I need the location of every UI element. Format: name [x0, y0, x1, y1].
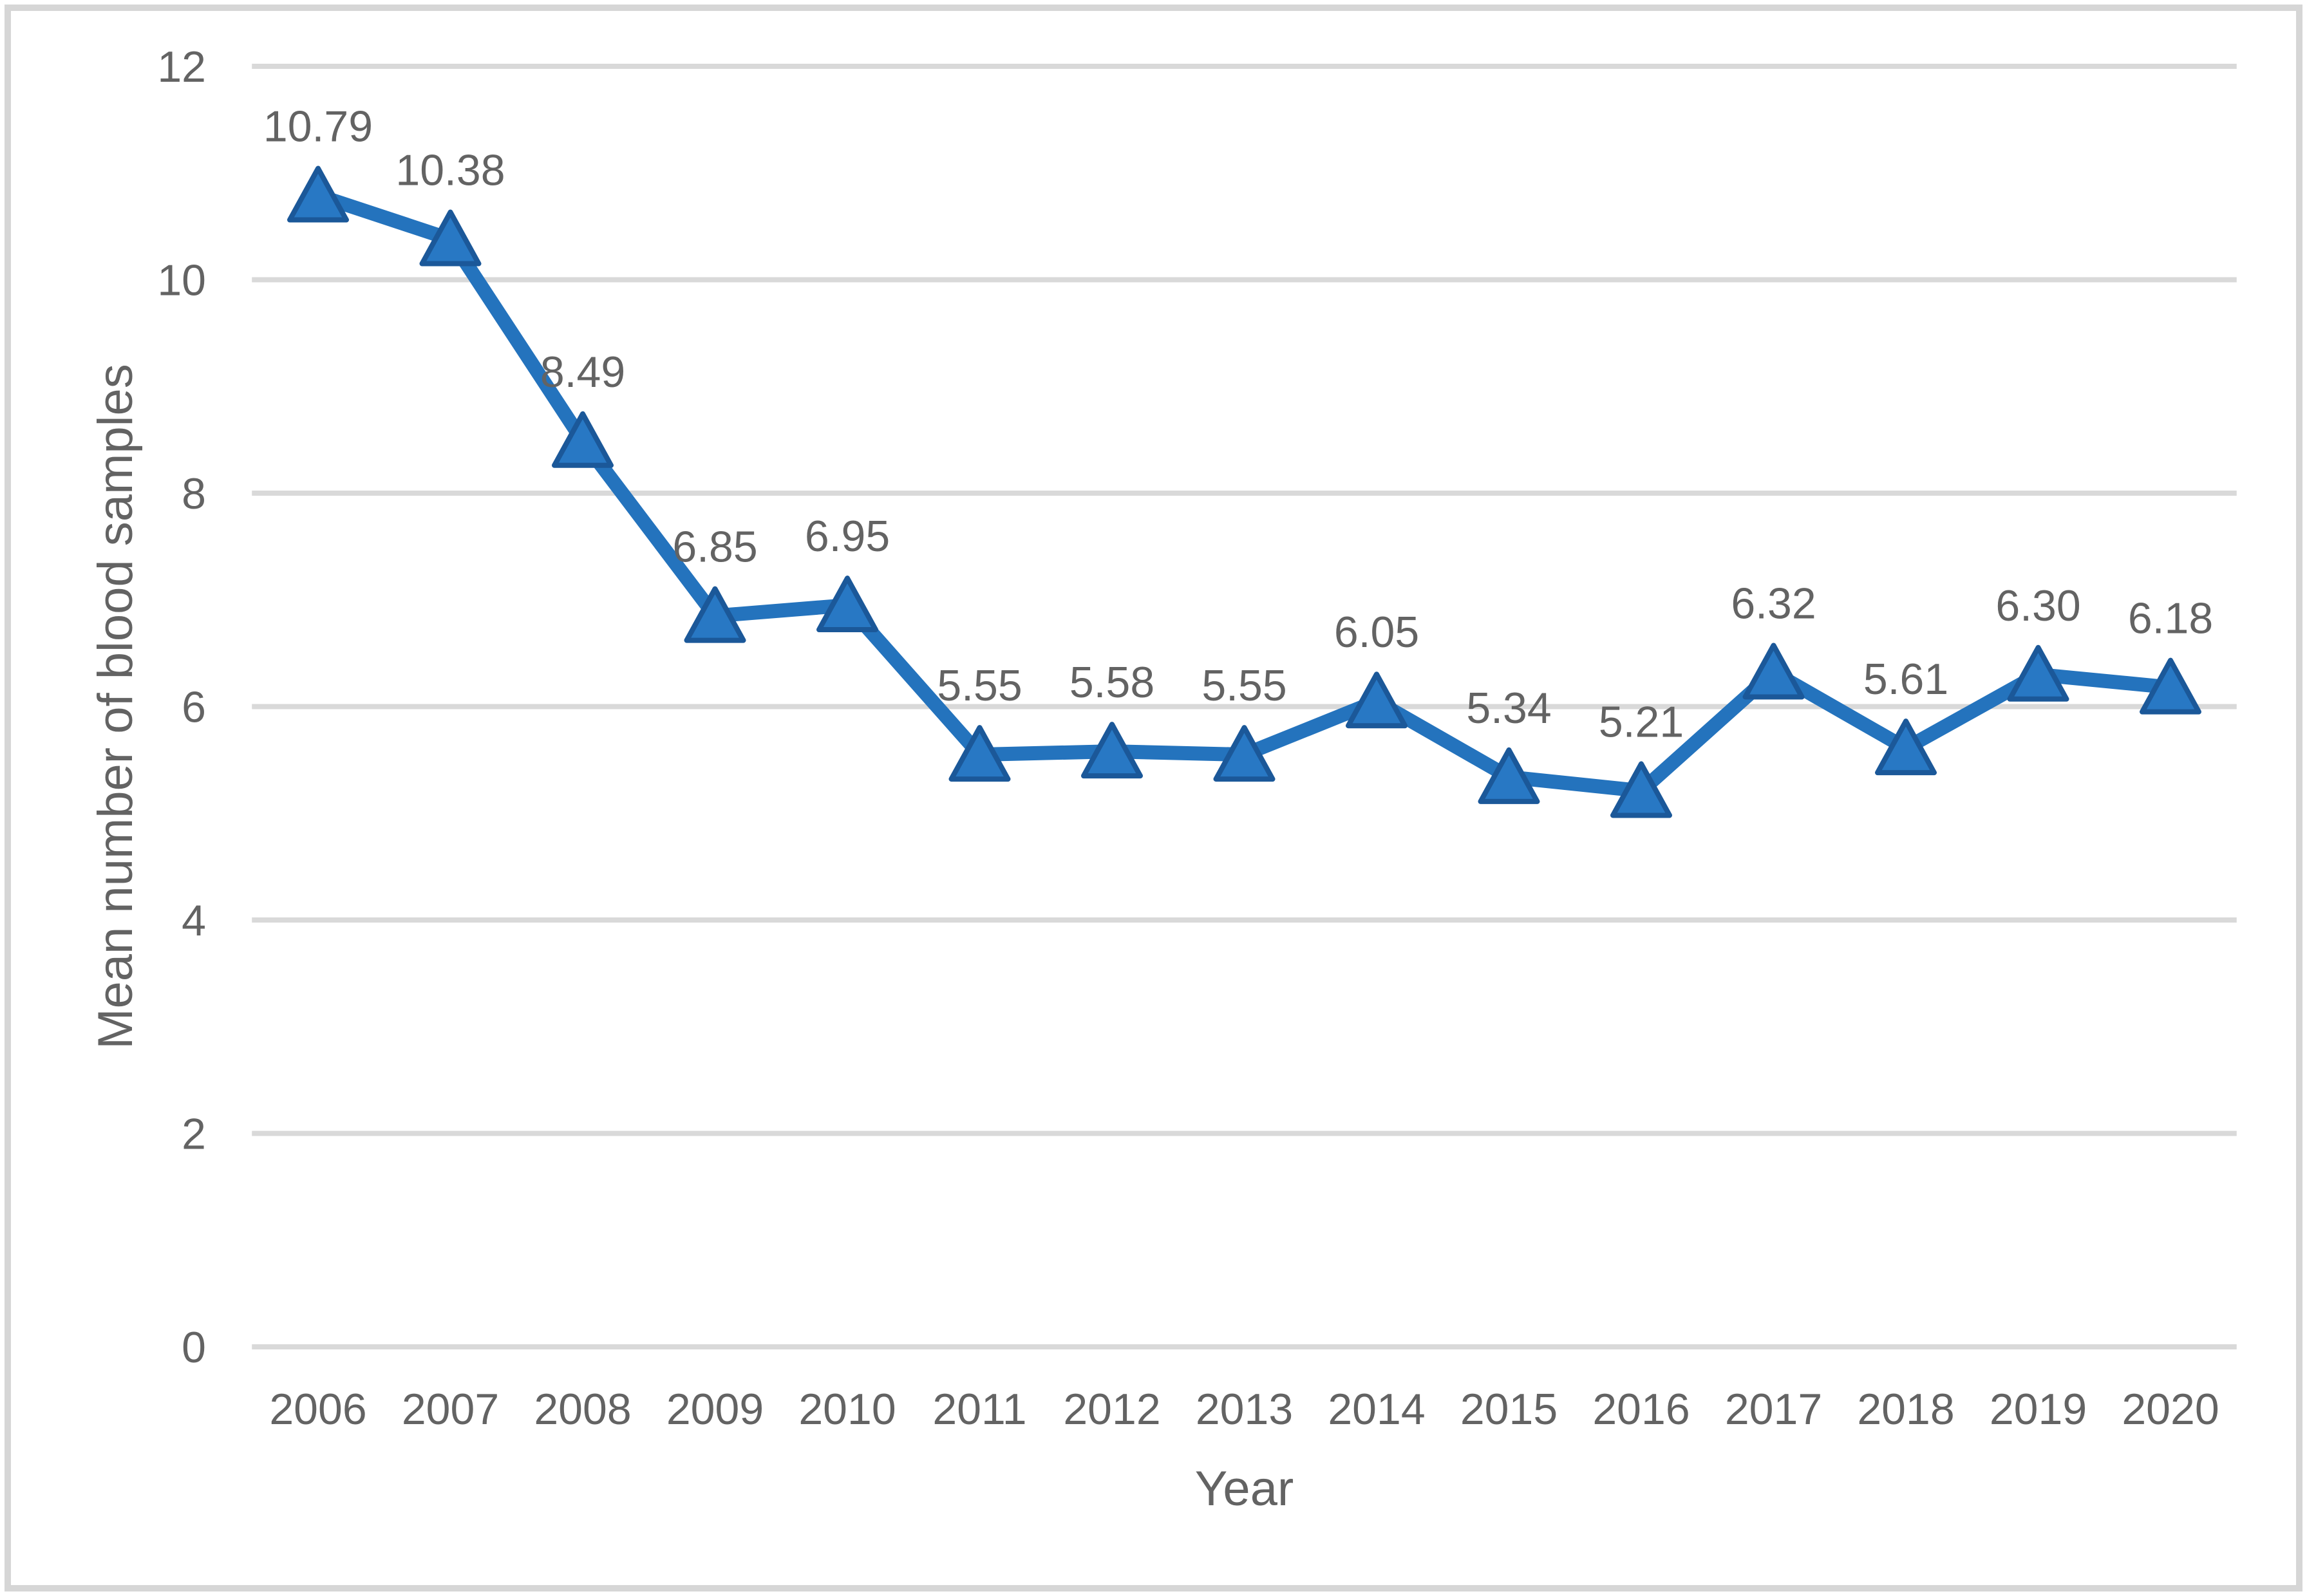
- data-label: 8.49: [540, 348, 625, 397]
- x-axis-tick-labels: 2006 2007 2008 2009 2010 2011 2012 2013 2014 2015…: [269, 1385, 2219, 1434]
- data-label: 10.38: [395, 146, 505, 195]
- data-point-marker: [552, 411, 614, 468]
- data-point-marker: [2140, 657, 2201, 715]
- y-tick-label: 2: [182, 1110, 206, 1159]
- x-tick-label: 2017: [1725, 1385, 1822, 1434]
- data-label: 6.30: [1995, 581, 2080, 630]
- y-tick-label: 8: [182, 469, 206, 518]
- x-tick-label: 2011: [932, 1385, 1026, 1434]
- data-point-marker: [1346, 671, 1408, 729]
- data-labels-group: 10.79 10.38 8.49 6.85 6.95 5.55 5.58 5.55 6.05 5.…: [263, 102, 2213, 747]
- data-point-marker: [1875, 718, 1937, 776]
- x-tick-label: 2020: [2122, 1385, 2219, 1434]
- x-axis-title: Year: [1195, 1461, 1294, 1516]
- data-label: 6.95: [805, 512, 890, 561]
- data-point-marker: [1081, 722, 1143, 779]
- data-point-marker: [419, 209, 482, 267]
- x-tick-label: 2008: [534, 1385, 631, 1434]
- data-point-marker: [1742, 643, 1805, 700]
- data-point-marker: [816, 576, 878, 633]
- y-tick-label: 0: [182, 1323, 206, 1372]
- x-tick-label: 2019: [1990, 1385, 2087, 1434]
- x-tick-label: 2016: [1592, 1385, 1690, 1434]
- y-tick-label: 4: [182, 896, 206, 945]
- x-tick-label: 2015: [1460, 1385, 1558, 1434]
- data-label: 6.05: [1334, 608, 1419, 657]
- data-label: 5.58: [1069, 658, 1154, 707]
- y-tick-label: 6: [182, 683, 206, 732]
- data-point-marker: [948, 725, 1011, 782]
- data-label: 5.61: [1863, 655, 1948, 704]
- data-point-marker: [1213, 725, 1276, 782]
- data-point-marker: [684, 586, 746, 643]
- gridlines-group: [252, 64, 2237, 1349]
- data-label: 6.85: [672, 523, 757, 572]
- data-label: 5.55: [1201, 661, 1286, 710]
- data-point-marker: [2007, 644, 2069, 702]
- data-label: 6.18: [2128, 594, 2213, 643]
- data-label: 10.79: [263, 102, 373, 151]
- x-tick-label: 2010: [798, 1385, 896, 1434]
- chart-frame: [5, 5, 2302, 1591]
- data-label: 5.55: [937, 661, 1022, 710]
- data-point-marker: [287, 165, 349, 223]
- y-axis-title: Mean number of blood samples: [88, 364, 143, 1049]
- data-series-group: [287, 165, 2201, 818]
- x-tick-label: 2007: [402, 1385, 499, 1434]
- x-tick-label: 2009: [666, 1385, 764, 1434]
- x-tick-label: 2013: [1196, 1385, 1293, 1434]
- data-point-marker: [1610, 761, 1672, 818]
- x-tick-label: 2018: [1857, 1385, 1954, 1434]
- x-tick-label: 2012: [1063, 1385, 1160, 1434]
- data-label: 6.32: [1731, 579, 1816, 628]
- data-point-marker: [1478, 747, 1540, 804]
- y-tick-label: 10: [157, 256, 206, 305]
- y-axis-tick-labels: 0 2 4 6 8 10 12: [157, 42, 206, 1372]
- data-label: 5.34: [1466, 684, 1551, 733]
- data-label: 5.21: [1599, 697, 1684, 746]
- x-tick-label: 2014: [1328, 1385, 1425, 1434]
- y-tick-label: 12: [157, 42, 206, 91]
- x-tick-label: 2006: [269, 1385, 366, 1434]
